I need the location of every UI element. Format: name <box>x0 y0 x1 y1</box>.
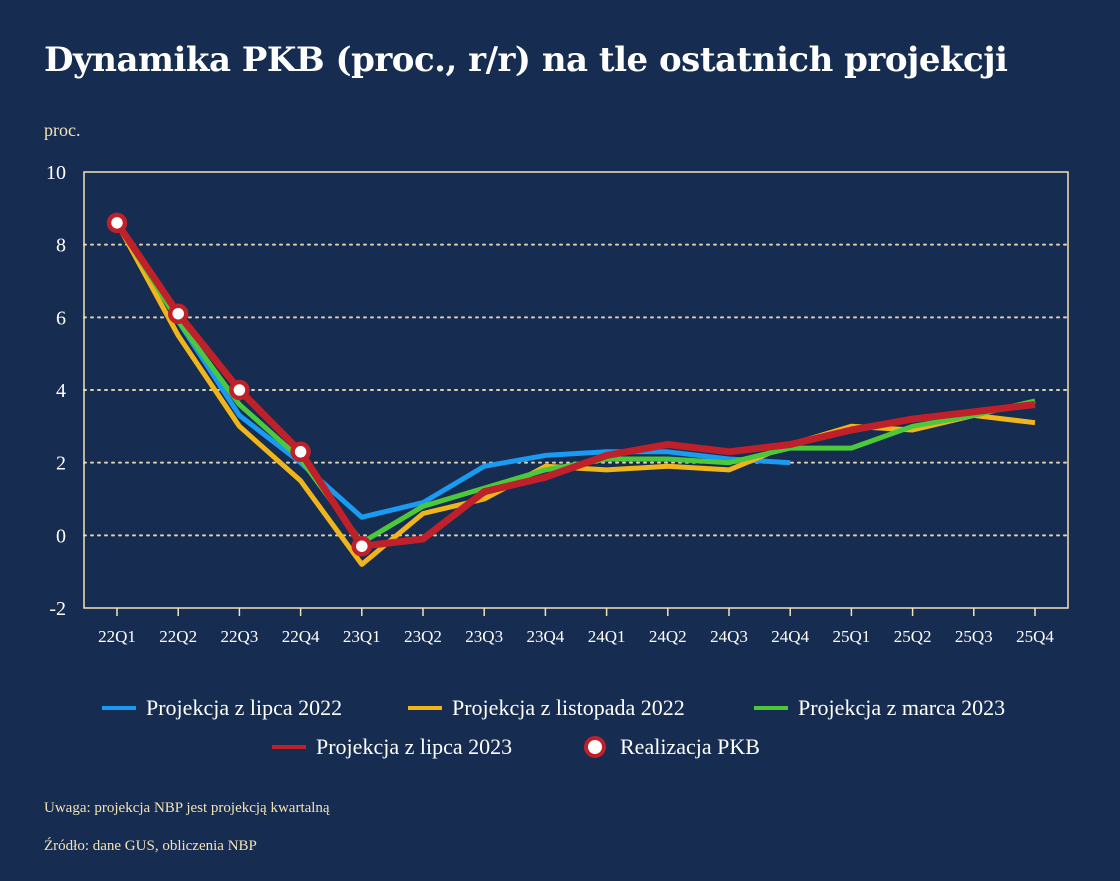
legend-label: Projekcja z marca 2023 <box>798 695 1006 720</box>
legend-label: Projekcja z lipca 2023 <box>316 734 513 759</box>
plot-frame <box>83 171 1069 609</box>
y-tick-label: 6 <box>56 307 66 329</box>
x-axis: 22Q1 22Q2 22Q3 22Q4 23Q1 23Q2 23Q3 23Q4 24Q1 24Q2… <box>98 608 1054 646</box>
legend-item-blue: Projekcja z lipca 2022 <box>102 695 342 721</box>
series-line-2 <box>114 221 1036 567</box>
legend-swatch <box>272 745 306 749</box>
x-tick-label: 24Q1 <box>588 627 626 646</box>
realization-points <box>106 212 373 557</box>
legend-swatch <box>102 706 136 710</box>
legend-label: Projekcja z lipca 2022 <box>146 695 343 720</box>
y-tick-label: 4 <box>56 380 66 402</box>
x-tick-label: 22Q1 <box>98 627 136 646</box>
note-text: Uwaga: projekcja NBP jest projekcją kwar… <box>44 800 330 816</box>
y-tick-label: 2 <box>56 453 66 475</box>
x-tick-label: 25Q2 <box>894 627 932 646</box>
legend-label: Realizacja PKB <box>620 734 760 759</box>
legend-swatch <box>408 706 442 710</box>
x-tick-label: 22Q4 <box>282 627 320 646</box>
source-text: Źródło: dane GUS, obliczenia NBP <box>44 838 257 854</box>
series-line-4 <box>114 220 1036 550</box>
legend-item-red: Projekcja z lipca 2023 <box>272 734 512 760</box>
legend-marker <box>584 736 606 758</box>
legend-item-realization: Realizacja PKB <box>584 734 760 760</box>
x-tick-label: 22Q3 <box>221 627 259 646</box>
x-tick-label: 22Q2 <box>159 627 197 646</box>
realization-point <box>351 535 373 557</box>
realization-point <box>229 379 250 401</box>
y-tick-label: 0 <box>56 525 66 547</box>
x-tick-label: 25Q3 <box>955 627 993 646</box>
x-tick-label: 25Q4 <box>1016 627 1054 646</box>
series-line-1 <box>114 221 791 520</box>
realization-point <box>106 212 128 234</box>
series-line-3 <box>114 221 1036 546</box>
x-tick-label: 24Q2 <box>649 627 687 646</box>
legend-item-yellow: Projekcja z listopada 2022 <box>408 695 685 721</box>
legend-label: Projekcja z listopada 2022 <box>452 695 685 720</box>
x-tick-label: 24Q4 <box>771 627 809 646</box>
legend-item-green: Projekcja z marca 2023 <box>754 695 1005 721</box>
chart-title: Dynamika PKB (proc., r/r) na tle ostatni… <box>44 40 1008 80</box>
y-tick-label: -2 <box>49 598 66 620</box>
x-tick-label: 23Q1 <box>343 627 381 646</box>
series-lines <box>114 220 1036 567</box>
y-axis: -2 0 2 4 6 8 10 <box>46 162 66 620</box>
y-tick-label: 8 <box>56 235 66 257</box>
x-tick-label: 24Q3 <box>710 627 748 646</box>
x-tick-label: 23Q2 <box>404 627 442 646</box>
y-axis-unit: proc. <box>44 120 81 140</box>
realization-point <box>290 441 311 463</box>
x-tick-label: 23Q3 <box>465 627 503 646</box>
realization-point <box>167 303 189 324</box>
legend-swatch <box>754 706 788 710</box>
x-tick-label: 23Q4 <box>527 627 565 646</box>
y-tick-label: 10 <box>46 162 66 184</box>
x-tick-label: 25Q1 <box>833 627 871 646</box>
